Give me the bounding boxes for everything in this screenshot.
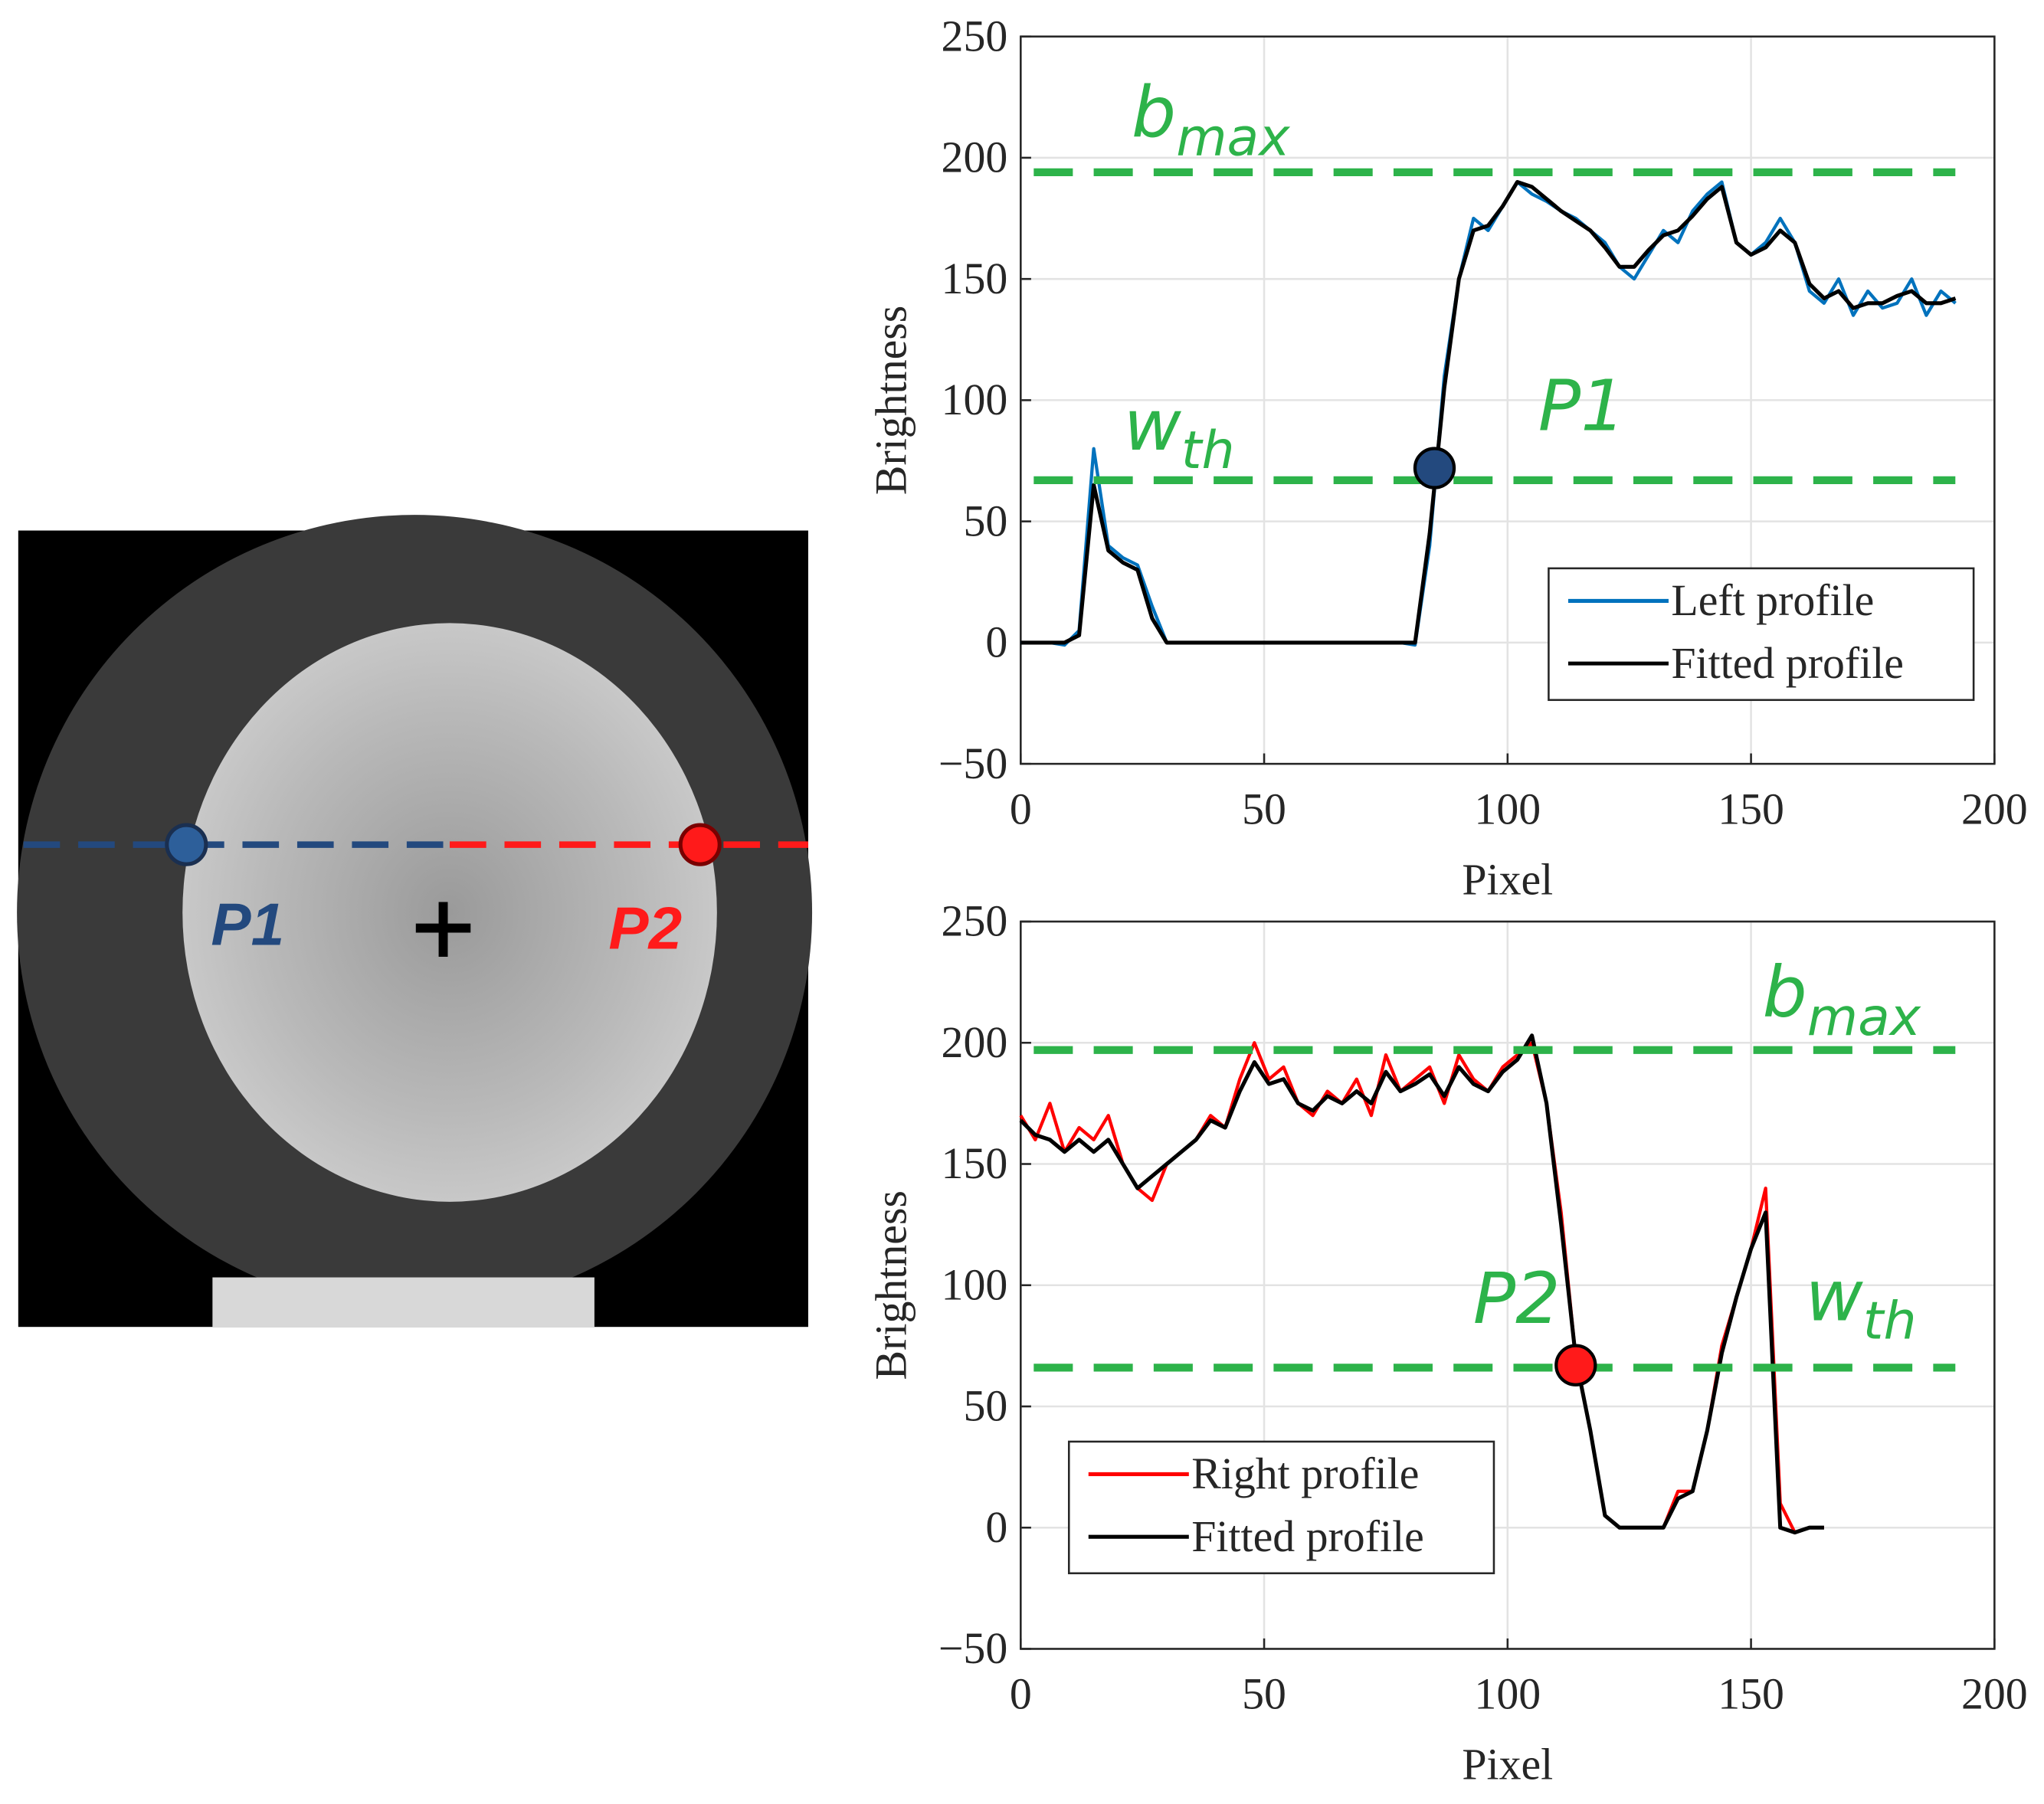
x-tick-label: 150: [1718, 784, 1784, 833]
y-tick-label: 200: [942, 133, 1008, 182]
x-axis-label: Pixel: [1462, 1740, 1553, 1789]
y-tick-label: 200: [942, 1017, 1008, 1067]
y-axis-label: Brightness: [866, 1190, 916, 1380]
label-sub: max: [1176, 108, 1290, 169]
image-label: P2: [608, 895, 682, 962]
legend-label: Fitted profile: [1191, 1511, 1424, 1561]
photo: P1 P2: [17, 515, 813, 1328]
label-base: b: [1132, 72, 1176, 154]
point-label: P2: [1473, 1258, 1561, 1340]
x-tick-label: 200: [1961, 784, 2028, 833]
axes-box: [1020, 35, 1996, 765]
threshold-label: wth: [1806, 1256, 1917, 1352]
y-axis-label: Brightness: [866, 306, 916, 495]
label-sub: th: [1863, 1292, 1917, 1352]
label-sub: th: [1181, 421, 1235, 481]
x-tick-label: 0: [1010, 784, 1032, 833]
y-tick-label: 50: [963, 496, 1007, 545]
label-base: w: [1806, 1256, 1864, 1337]
threshold-label: bmax: [1132, 72, 1290, 169]
legend-label: Fitted profile: [1671, 638, 1904, 688]
x-axis-label: Pixel: [1462, 854, 1553, 904]
label-sub: max: [1807, 987, 1921, 1048]
legend-label: Right profile: [1191, 1449, 1419, 1498]
axes-box: [1020, 920, 1996, 1650]
threshold-label: bmax: [1762, 951, 1921, 1048]
legend: [1067, 1440, 1495, 1575]
threshold-label: wth: [1124, 385, 1235, 481]
y-tick-label: 250: [942, 11, 1008, 61]
label-base: b: [1762, 951, 1807, 1033]
y-tick-label: 150: [942, 254, 1008, 303]
y-tick-label: 100: [942, 375, 1008, 424]
image-label: P1: [211, 891, 284, 958]
series-line: [1019, 1033, 1824, 1535]
y-tick-label: 50: [963, 1381, 1007, 1431]
y-tick-label: 100: [942, 1259, 1008, 1309]
x-tick-label: 150: [1718, 1669, 1784, 1719]
label-base: w: [1124, 385, 1182, 467]
key-point: [1554, 1344, 1597, 1387]
x-tick-label: 200: [1961, 1669, 2028, 1719]
point-label: P1: [1538, 365, 1626, 447]
y-tick-label: 0: [985, 1502, 1007, 1552]
y-tick-label: 150: [942, 1138, 1008, 1188]
y-tick-label: −50: [938, 738, 1007, 788]
x-tick-label: 100: [1474, 1669, 1541, 1719]
x-tick-label: 50: [1242, 1669, 1286, 1719]
legend: [1548, 567, 1975, 702]
y-tick-label: −50: [938, 1623, 1007, 1673]
key-point: [1413, 447, 1456, 489]
x-tick-label: 50: [1242, 784, 1286, 833]
y-tick-label: 250: [942, 896, 1008, 946]
y-tick-label: 0: [985, 617, 1007, 667]
legend-label: Left profile: [1671, 575, 1874, 625]
series-line: [1020, 180, 1957, 645]
x-tick-label: 0: [1010, 1669, 1032, 1719]
x-tick-label: 100: [1474, 784, 1541, 833]
